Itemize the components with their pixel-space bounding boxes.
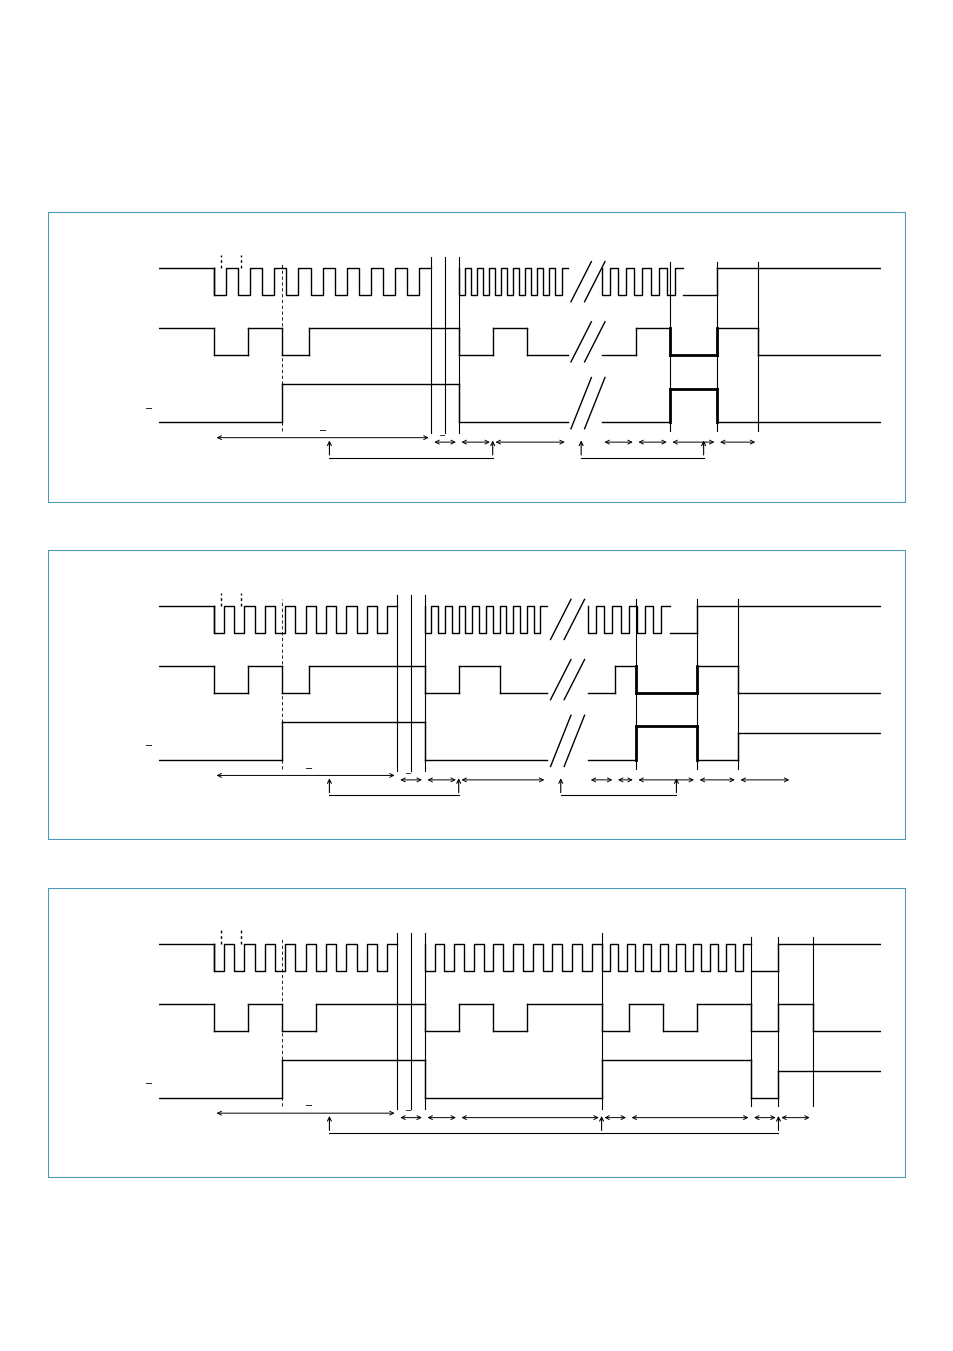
Text: −: −	[145, 742, 153, 751]
Text: −: −	[437, 431, 445, 440]
Text: −: −	[305, 1101, 313, 1112]
Text: −: −	[145, 1079, 153, 1089]
Text: −: −	[305, 763, 313, 774]
Text: −: −	[318, 426, 326, 436]
Text: −: −	[404, 769, 411, 778]
Text: −: −	[404, 1106, 411, 1116]
Text: −: −	[145, 404, 153, 413]
